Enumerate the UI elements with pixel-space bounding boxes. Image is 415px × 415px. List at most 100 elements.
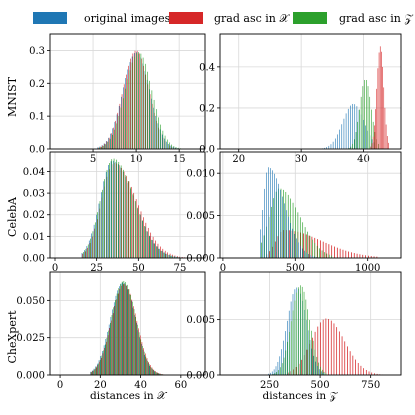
bar-grad-x [317, 239, 318, 258]
y-tick-label: 0.005 [186, 315, 215, 326]
y-tick-label: 0.4 [199, 62, 215, 73]
bar-grad-x [121, 94, 123, 149]
bar-grad-x [381, 51, 382, 149]
bar-grad-z [350, 146, 352, 149]
bar-grad-z [166, 139, 168, 149]
y-tick-label: 0.0 [199, 145, 215, 156]
bar-grad-x [141, 58, 142, 150]
bar-grad-z [305, 299, 307, 375]
bar-original [161, 250, 163, 258]
bar-grad-z [171, 144, 172, 149]
bar-original [105, 171, 107, 258]
x-tick-label: 30 [295, 154, 308, 165]
bar-grad-x [357, 362, 359, 375]
bar-grad-z [134, 201, 136, 258]
bar-grad-z [164, 135, 166, 149]
bar-grad-z [285, 191, 287, 258]
bar-grad-x [145, 222, 147, 258]
bar-grad-z [83, 252, 84, 258]
bar-grad-z [111, 159, 113, 258]
bar-grad-x [122, 284, 124, 375]
x-tick-label: 40 [357, 154, 370, 165]
bar-grad-z [97, 212, 98, 258]
bar-grad-z [155, 372, 157, 375]
bar-grad-z [101, 355, 103, 375]
bar-grad-x [356, 253, 358, 258]
bar-grad-z [148, 235, 150, 258]
bar-grad-x [123, 171, 125, 258]
bar-original [319, 369, 320, 375]
bar-original [354, 104, 356, 149]
bar-grad-x [117, 293, 119, 375]
bar-grad-z [307, 231, 308, 258]
bar-grad-x [328, 244, 330, 258]
bar-grad-z [125, 175, 127, 258]
bar-grad-z [94, 368, 96, 375]
bar-grad-x [128, 181, 130, 258]
bar-grad-z [147, 360, 148, 375]
y-tick-label: 0.03 [23, 189, 45, 200]
bar-original [275, 366, 277, 375]
bar-grad-x [306, 349, 308, 375]
bar-grad-z [163, 252, 164, 258]
bar-grad-x [288, 230, 290, 258]
bar-grad-z [320, 366, 321, 375]
bar-grad-x [121, 167, 122, 258]
bar-original [103, 143, 105, 149]
bar-grad-z [96, 366, 98, 375]
bar-grad-x [287, 372, 289, 375]
bar-grad-x [294, 231, 296, 258]
bar-grad-z [321, 250, 323, 258]
bar-grad-x [138, 205, 139, 258]
y-tick-label: 0.1 [29, 112, 45, 123]
bar-grad-x [371, 143, 373, 149]
bar-original [337, 134, 338, 149]
bar-grad-z [149, 80, 150, 149]
bar-grad-z [99, 359, 101, 375]
bar-grad-z [148, 364, 150, 375]
bar-original [176, 256, 177, 258]
bar-original [166, 253, 168, 258]
y-tick-label: 0.000 [16, 371, 45, 382]
bar-grad-x [138, 328, 139, 375]
bar-grad-x [330, 320, 332, 375]
bar-grad-z [123, 280, 125, 375]
bar-original [101, 145, 103, 149]
bar-original [98, 203, 100, 258]
bar-grad-z [103, 145, 104, 149]
bar-grad-z [314, 242, 316, 258]
bar-grad-x [136, 50, 138, 149]
bar-grad-z [116, 293, 118, 375]
legend-swatch-original [33, 12, 67, 24]
axes-frame [219, 33, 402, 150]
y-tick-label: 0.2 [29, 79, 45, 90]
bar-original [110, 161, 112, 258]
bar-grad-z [314, 349, 316, 375]
bar-grad-z [118, 161, 120, 258]
bar-original [268, 373, 269, 375]
bar-original [315, 256, 317, 258]
bar-original [347, 108, 349, 149]
bar-grad-z [283, 189, 284, 258]
y-tick-label: 0.01 [23, 232, 45, 243]
bar-grad-z [160, 374, 162, 375]
bar-grad-x [319, 240, 321, 258]
bar-grad-x [146, 358, 148, 375]
bar-grad-z [153, 99, 155, 149]
bar-grad-x [305, 234, 307, 258]
bar-grad-z [261, 242, 262, 258]
bar-grad-x [94, 369, 95, 375]
bar-grad-z [295, 207, 296, 258]
bar-grad-x [145, 74, 147, 149]
bar-original [313, 256, 315, 258]
bar-grad-x [325, 242, 327, 258]
bar-original [157, 373, 159, 375]
bar-original [164, 138, 165, 149]
bar-grad-x [317, 326, 319, 375]
panel-mnist-z: 0.0 0.2 0.4 20 30 40 [199, 33, 402, 165]
bar-original [153, 107, 154, 149]
bar-original [115, 295, 117, 375]
bar-grad-z [145, 356, 147, 375]
bar-original [305, 252, 307, 258]
bar-original [86, 246, 88, 258]
